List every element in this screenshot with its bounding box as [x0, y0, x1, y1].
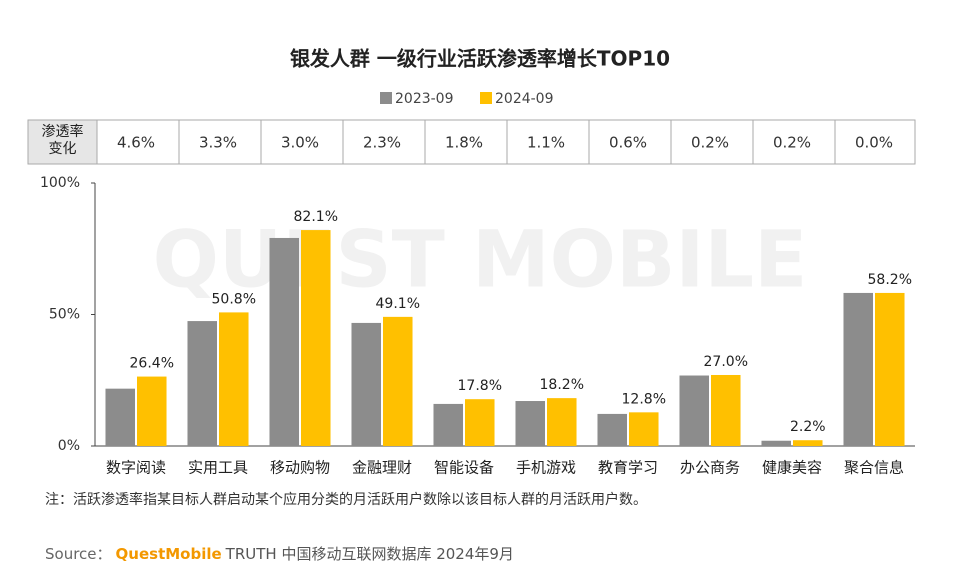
source-prefix: Source： — [45, 545, 112, 563]
y-tick-label: 50% — [49, 307, 80, 323]
x-tick-label: 健康美容 — [762, 459, 822, 477]
change-value: 3.0% — [281, 134, 319, 152]
bar — [629, 412, 659, 446]
bar — [793, 440, 823, 446]
watermark: QUEST MOBILE — [153, 215, 808, 305]
bar — [269, 237, 299, 446]
table-header-fo: 渗透率变化 — [41, 124, 84, 157]
bar — [137, 376, 167, 446]
note: 注：活跃渗透率指某目标人群启动某个应用分类的月活跃用户数除以该目标人群的月活跃用… — [45, 491, 647, 508]
y-tick-label: 0% — [58, 438, 80, 454]
bar — [383, 316, 413, 446]
change-value: 0.6% — [609, 134, 647, 152]
legend-label: 2024-09 — [495, 91, 554, 107]
bar — [547, 398, 577, 446]
data-label: 27.0% — [704, 354, 748, 370]
bar — [433, 403, 463, 446]
x-tick-label: 数字阅读 — [106, 459, 166, 477]
x-tick-label: 实用工具 — [188, 459, 248, 477]
table-header: 渗透率变化 — [41, 124, 84, 157]
bar — [761, 440, 791, 446]
table-header-cell — [27, 119, 98, 165]
bar — [465, 399, 495, 446]
bar — [351, 322, 381, 446]
x-tick-label: 聚合信息 — [844, 459, 904, 477]
data-label: 50.8% — [212, 291, 256, 307]
bar — [301, 230, 331, 446]
data-label: 49.1% — [376, 296, 420, 312]
x-tick-label: 办公商务 — [680, 459, 740, 477]
source: Source： QuestMobile TRUTH 中国移动互联网数据库 2024年… — [45, 545, 514, 563]
data-label: 17.8% — [458, 378, 502, 394]
change-value: 0.0% — [855, 134, 893, 152]
bar — [711, 374, 741, 446]
change-value: 1.1% — [527, 134, 565, 152]
source-text: TRUTH 中国移动互联网数据库 2024年9月 — [225, 545, 514, 563]
bar — [515, 401, 545, 446]
change-value: 4.6% — [117, 134, 155, 152]
data-label: 2.2% — [790, 419, 826, 435]
x-tick-label: 移动购物 — [270, 459, 330, 477]
legend-swatch — [380, 92, 392, 104]
bar — [597, 413, 627, 446]
change-value: 1.8% — [445, 134, 483, 152]
change-value: 2.3% — [363, 134, 401, 152]
chart-title: 银发人群 一级行业活跃渗透率增长TOP10 — [290, 47, 670, 71]
change-value: 0.2% — [773, 134, 811, 152]
x-tick-label: 教育学习 — [598, 459, 658, 477]
x-tick-label: 手机游戏 — [516, 459, 576, 477]
change-value: 3.3% — [199, 134, 237, 152]
data-label: 12.8% — [622, 391, 666, 407]
bar — [843, 292, 873, 446]
data-label: 82.1% — [294, 209, 338, 225]
bar — [679, 375, 709, 446]
bar — [105, 388, 135, 446]
bar — [875, 292, 905, 446]
bar — [219, 312, 249, 446]
x-tick-label: 金融理财 — [352, 459, 412, 477]
data-label: 58.2% — [868, 272, 912, 288]
legend-swatch — [480, 92, 492, 104]
change-value: 0.2% — [691, 134, 729, 152]
bar — [187, 321, 217, 446]
data-label: 18.2% — [540, 377, 584, 393]
data-label: 26.4% — [130, 356, 174, 372]
x-tick-label: 智能设备 — [434, 459, 494, 477]
y-tick-label: 100% — [40, 175, 80, 191]
legend-label: 2023-09 — [395, 91, 454, 107]
source-brand: QuestMobile — [116, 545, 222, 563]
